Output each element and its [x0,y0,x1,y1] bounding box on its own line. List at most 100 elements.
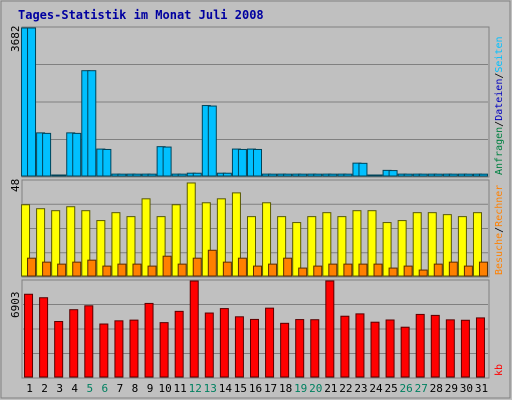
panel-middle-series-labels: Besuche/Rechner [494,185,505,275]
bar-besuche-day-4 [72,261,82,277]
bar-kb-day-22 [340,315,350,378]
panel-middle: 48 [9,179,490,278]
bar-dateien-day-16 [253,148,262,177]
bar-besuche-day-5 [87,259,97,277]
bar-seiten-day-31 [472,212,482,277]
panel-top-series-labels: Anfragen/Dateien/Seiten [494,36,505,175]
panel-middle-bars [21,182,488,277]
bar-dateien-day-1 [27,27,37,177]
bar-besuche-day-11 [177,263,187,277]
bar-seiten-day-8 [126,216,136,277]
bar-kb-day-19 [295,319,305,378]
day-label: 6 [102,382,109,395]
bar-kb-day-4 [69,309,79,378]
bar-besuche-day-6 [102,265,112,277]
bar-kb-day-7 [114,320,124,378]
bar-besuche-day-3 [57,263,67,277]
day-label: 13 [204,382,217,395]
bar-dateien-day-12 [192,172,202,177]
day-label: 24 [369,382,383,395]
day-label: 29 [445,382,458,395]
bar-kb-day-29 [445,319,455,378]
bar-besuche-day-13 [207,249,217,277]
series-label: / [494,121,505,127]
bar-kb-day-16 [250,318,259,378]
day-label: 16 [249,382,262,395]
bar-kb-day-1 [24,293,34,378]
panel-bottom-max-label: 6903 [9,292,22,319]
day-label: 7 [117,382,124,395]
bar-dateien-day-29 [448,173,458,177]
day-label: 31 [475,382,488,395]
bar-kb-day-2 [39,297,49,378]
bar-dateien-day-11 [177,173,187,177]
day-label: 4 [71,382,78,395]
panel-bottom-bars [24,280,485,378]
bar-besuche-day-1 [27,257,37,277]
panel-top: 3682 [9,26,490,178]
bar-kb-day-14 [219,308,229,378]
bar-seiten-day-22 [337,216,347,277]
bar-dateien-day-30 [463,173,473,177]
bar-seiten-day-21 [322,212,332,277]
bar-besuche-day-20 [313,265,323,277]
day-labels: 1 2 3 4 5 6 7 8 9 10 11 12 13 14 15 16 17 18 19 20 21 22 23 24 2… [26,382,488,395]
bar-seiten-day-5 [81,210,91,277]
day-label: 19 [294,382,307,395]
bar-besuche-day-24 [373,263,383,277]
bar-besuche-day-17 [268,263,278,277]
bar-dateien-day-31 [478,173,488,177]
bar-kb-day-9 [144,302,154,378]
bar-seiten-day-13 [201,202,211,277]
bar-besuche-day-23 [358,263,368,277]
bar-besuche-day-8 [132,263,142,277]
bar-seiten-day-25 [382,222,392,277]
bar-dateien-day-19 [298,173,308,177]
bar-dateien-day-6 [102,148,112,177]
bar-besuche-day-7 [117,263,127,277]
day-label: 3 [56,382,63,395]
panel-middle-max-label: 48 [9,179,22,192]
day-label: 21 [324,382,337,395]
bar-kb-day-8 [129,319,139,378]
bar-seiten-day-9 [141,198,151,277]
day-label: 30 [460,382,473,395]
bar-besuche-day-21 [328,263,338,277]
day-label: 15 [234,382,247,395]
bar-seiten-day-15 [231,192,241,277]
bar-kb-day-3 [54,321,64,378]
day-label: 23 [354,382,367,395]
bar-kb-day-11 [174,310,184,378]
bar-kb-day-25 [385,319,395,378]
bar-seiten-day-17 [262,202,272,277]
bar-besuche-day-9 [147,265,157,277]
bar-besuche-day-2 [42,261,52,277]
bar-kb-day-28 [430,314,440,378]
bar-kb-day-24 [370,321,380,378]
bar-dateien-day-4 [72,132,82,177]
bar-besuche-day-14 [222,261,232,277]
bar-seiten-day-23 [352,210,362,277]
bar-seiten-day-24 [367,210,377,277]
bar-dateien-day-5 [87,70,97,177]
series-label: Rechner [494,185,505,227]
bar-seiten-day-30 [457,216,467,277]
bar-dateien-day-26 [403,173,413,177]
bar-besuche-day-31 [478,261,488,277]
panel-top-bars [21,27,488,177]
bar-besuche-day-25 [388,267,398,277]
bar-besuche-day-18 [283,257,293,277]
day-label: 9 [147,382,154,395]
panel-bottom-series-labels: kb [494,364,505,376]
bar-dateien-day-13 [207,105,217,177]
bar-seiten-day-10 [156,216,166,277]
day-label: 22 [339,382,352,395]
bar-dateien-day-7 [117,173,127,177]
bar-seiten-day-11 [171,204,181,277]
bar-kb-day-6 [99,323,109,378]
bar-seiten-day-14 [216,198,226,277]
bar-seiten-day-12 [186,182,196,277]
day-label: 12 [189,382,202,395]
panel-top-max-label: 3682 [9,26,22,53]
